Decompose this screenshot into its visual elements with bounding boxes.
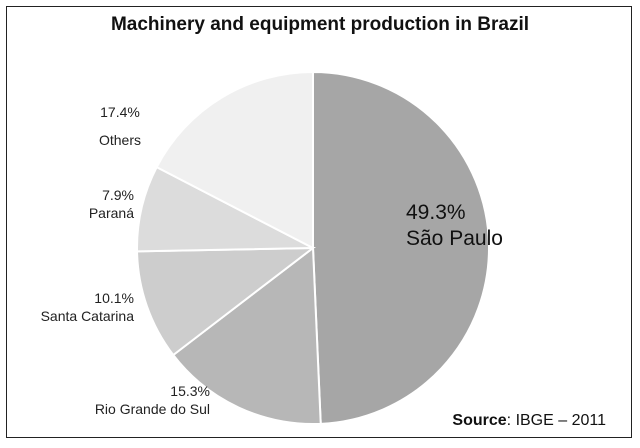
- pie-slice-santa-catarina: [136, 246, 317, 357]
- pie-slice-rio-grande-do-sul: [171, 246, 322, 425]
- slice-label-sao-paulo: 49.3% São Paulo: [406, 200, 503, 252]
- slice-value-rio-grande-do-sul: 15.3%: [170, 383, 210, 399]
- source-note: Source: IBGE – 2011: [452, 412, 606, 430]
- slice-label-rio-grande-do-sul: 15.3% Rio Grande do Sul: [60, 382, 210, 418]
- slice-name-parana: Paraná: [88, 205, 134, 221]
- slice-value-santa-catarina: 10.1%: [94, 290, 134, 306]
- slice-value-others: 17.4%: [100, 104, 140, 120]
- chart-title: Machinery and equipment production in Br…: [110, 14, 530, 35]
- slice-label-parana: 7.9% Paraná: [50, 186, 134, 222]
- slice-name-others: Others: [98, 132, 141, 148]
- pie-slice-sao-paulo: [312, 70, 490, 425]
- pie-slice-others: [155, 70, 314, 250]
- slice-label-santa-catarina: 10.1% Santa Catarina: [14, 289, 134, 325]
- source-text: : IBGE – 2011: [506, 412, 606, 429]
- source-prefix: Source: [452, 412, 507, 429]
- slice-name-rio-grande-do-sul: Rio Grande do Sul: [94, 401, 210, 417]
- slice-name-sao-paulo: São Paulo: [406, 227, 503, 250]
- slice-name-santa-catarina: Santa Catarina: [40, 308, 134, 324]
- slice-value-parana: 7.9%: [102, 187, 134, 203]
- slice-label-others: 17.4% Others: [80, 103, 160, 149]
- slice-value-sao-paulo: 49.3%: [406, 201, 466, 224]
